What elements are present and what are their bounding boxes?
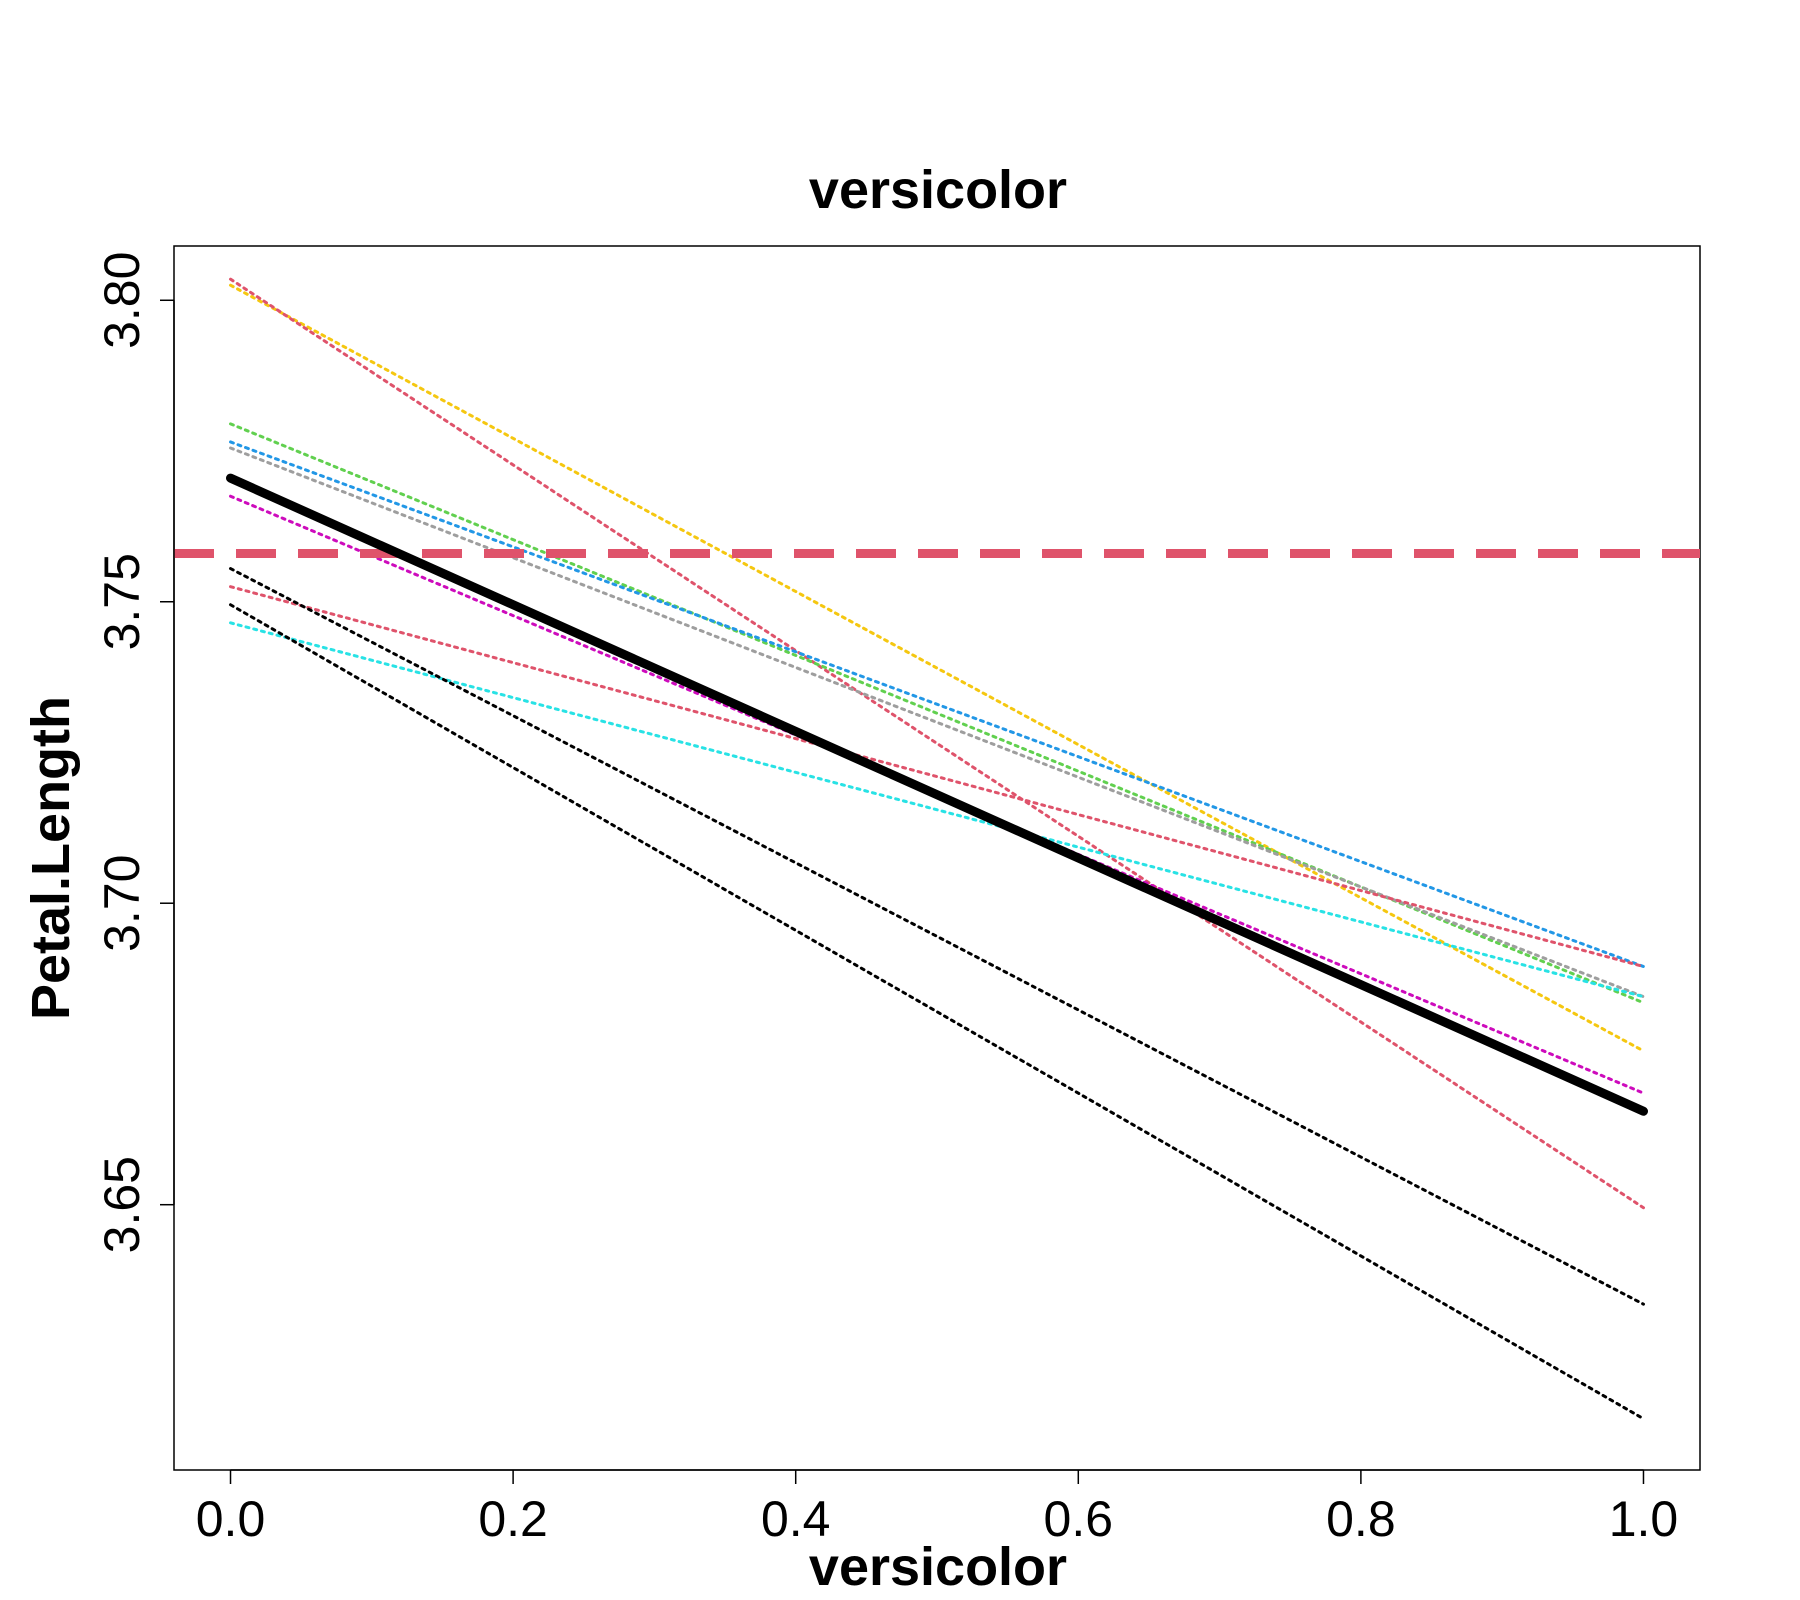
- x-tick-label: 0.0: [196, 1491, 266, 1547]
- x-axis-label: versicolor: [809, 1537, 1067, 1597]
- main-series-line: [226, 473, 1648, 1116]
- series-line-2: [229, 277, 1645, 1210]
- series-layer: [229, 277, 1645, 1421]
- series-line-10: [229, 603, 1645, 1421]
- x-tick-label: 0.4: [761, 1491, 831, 1547]
- series-line-9: [229, 567, 1645, 1306]
- y-tick-label: 3.80: [94, 252, 150, 349]
- x-axis: 0.0 0.2 0.4 0.6 0.8 1.0: [196, 1469, 1679, 1547]
- series-line-7: [229, 585, 1645, 969]
- main-series-layer: [226, 473, 1648, 1116]
- series-line-4: [229, 440, 1645, 969]
- chart-title: versicolor: [809, 160, 1067, 220]
- y-axis-label: Petal.Length: [21, 696, 81, 1020]
- y-tick-label: 3.75: [94, 553, 150, 650]
- y-tick-label: 3.65: [94, 1156, 150, 1253]
- y-tick-label: 3.70: [94, 855, 150, 952]
- series-line-1: [229, 283, 1645, 1053]
- x-tick-label: 0.2: [478, 1491, 548, 1547]
- x-tick-label: 1.0: [1609, 1491, 1679, 1547]
- plot-frame: [173, 245, 1701, 1471]
- x-tick-label: 0.6: [1044, 1491, 1114, 1547]
- series-line-8: [229, 621, 1645, 999]
- y-axis: 3.65 3.70 3.75 3.80: [94, 252, 175, 1253]
- x-tick-label: 0.8: [1326, 1491, 1396, 1547]
- series-line-5: [229, 446, 1645, 999]
